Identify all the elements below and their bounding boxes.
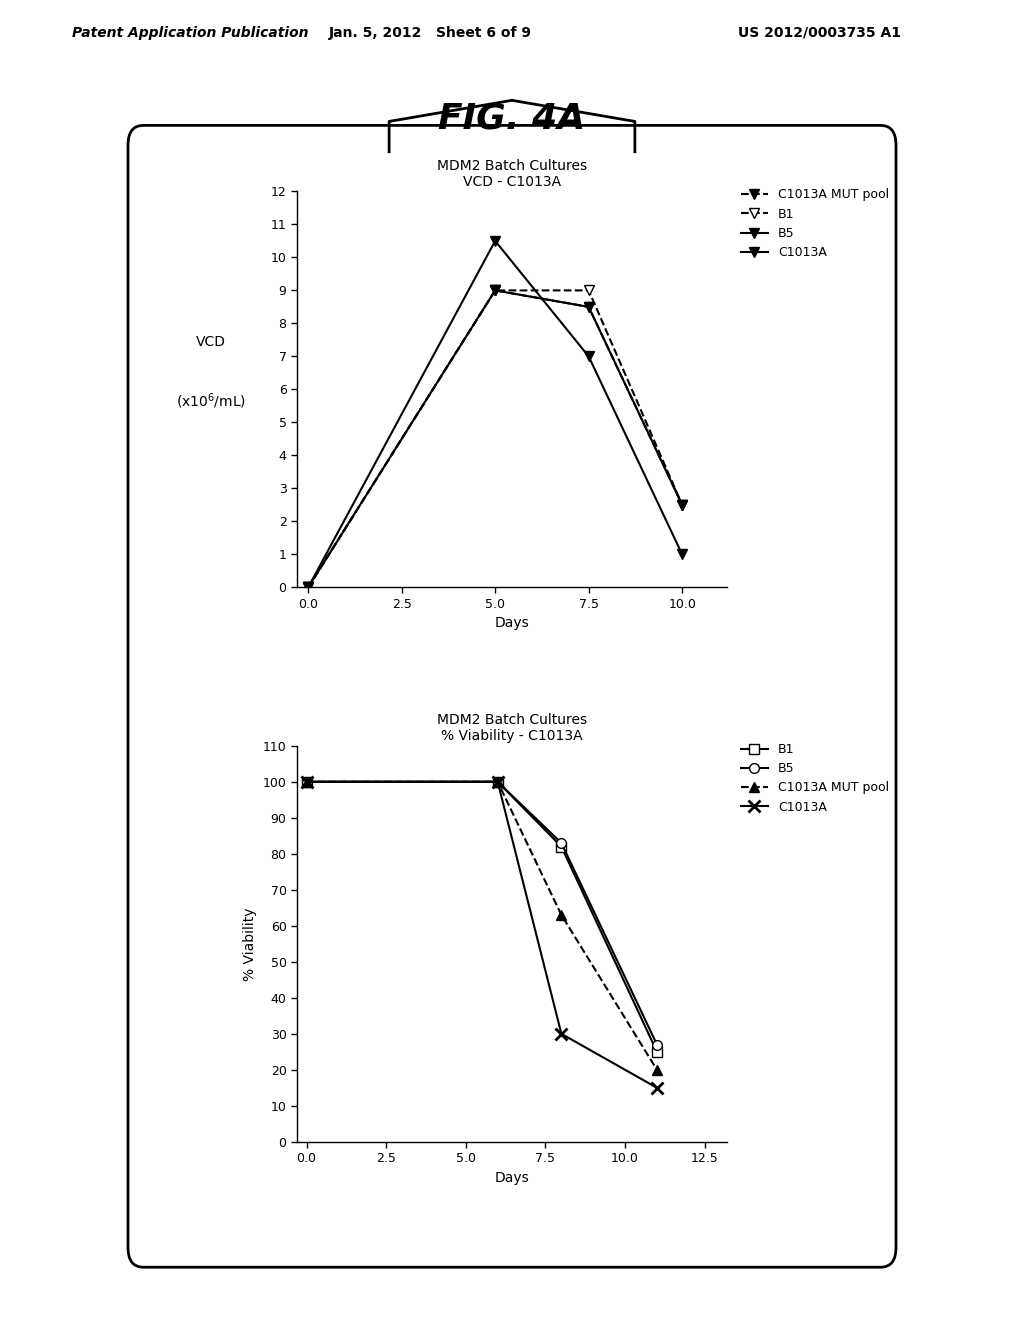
Title: MDM2 Batch Cultures
% Viability - C1013A: MDM2 Batch Cultures % Viability - C1013A xyxy=(437,713,587,743)
Legend: B1, B5, C1013A MUT pool, C1013A: B1, B5, C1013A MUT pool, C1013A xyxy=(735,738,894,818)
Text: Jan. 5, 2012   Sheet 6 of 9: Jan. 5, 2012 Sheet 6 of 9 xyxy=(329,26,531,40)
Text: FIG. 4A: FIG. 4A xyxy=(438,102,586,136)
Text: VCD: VCD xyxy=(196,335,226,348)
Title: MDM2 Batch Cultures
VCD - C1013A: MDM2 Batch Cultures VCD - C1013A xyxy=(437,158,587,189)
Y-axis label: % Viability: % Viability xyxy=(243,907,257,981)
X-axis label: Days: Days xyxy=(495,1171,529,1185)
Legend: C1013A MUT pool, B1, B5, C1013A: C1013A MUT pool, B1, B5, C1013A xyxy=(735,183,894,264)
Text: Patent Application Publication: Patent Application Publication xyxy=(72,26,308,40)
Text: (x10$^6$/mL): (x10$^6$/mL) xyxy=(176,392,246,411)
Text: US 2012/0003735 A1: US 2012/0003735 A1 xyxy=(737,26,901,40)
X-axis label: Days: Days xyxy=(495,616,529,631)
